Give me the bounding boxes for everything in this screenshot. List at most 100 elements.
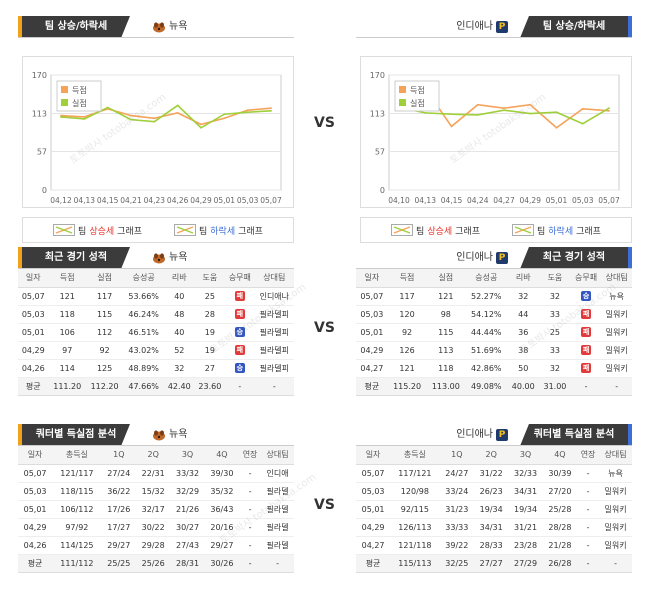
up-trend-legend-left[interactable]: 팀 상승세 그래프 <box>53 224 142 237</box>
opponent-cell: - <box>601 377 632 396</box>
up-trend-legend-right[interactable]: 팀 상승세 그래프 <box>391 224 480 237</box>
assist-cell: 28 <box>194 305 226 324</box>
q2-cell: 31/22 <box>474 464 509 483</box>
column-header: 2Q <box>474 446 509 465</box>
data-point <box>223 113 226 116</box>
opponent-cell: 필라델 <box>261 482 294 501</box>
result-cell: 패 <box>570 305 602 324</box>
score-cell: 97 <box>48 341 86 360</box>
q4-cell: 20/16 <box>204 518 240 537</box>
q1-cell: 27/24 <box>101 464 136 483</box>
q1-cell: 24/27 <box>439 464 474 483</box>
opponent-cell: 밀워키 <box>601 359 632 378</box>
data-point <box>176 111 179 114</box>
win-badge: 승 <box>234 327 245 337</box>
q1-cell: 25/25 <box>101 554 136 573</box>
column-header: 승무패 <box>225 269 255 288</box>
q3-cell: 23/28 <box>508 536 543 555</box>
down-trend-legend-left[interactable]: 팀 하락세 그래프 <box>174 224 263 237</box>
q1-cell: 39/22 <box>439 536 474 555</box>
q2-cell: 30/22 <box>136 518 171 537</box>
left-quarter-panel: 쿼터별 득실점 분석 뉴욕 일자 총득실 1Q 2Q 3Q 4Q 연장 상대팀 05,07 12… <box>18 424 294 584</box>
result-cell: 승 <box>225 359 255 378</box>
date-cell: 05,01 <box>356 500 391 519</box>
pacers-logo-icon: P <box>496 21 508 33</box>
data-point <box>130 114 132 117</box>
opponent-cell: 뉴욕 <box>601 287 632 306</box>
table-row: 05,07 117/121 24/27 31/22 32/33 30/39- 뉴욕 <box>356 464 632 483</box>
down-trend-legend-right[interactable]: 팀 하락세 그래프 <box>512 224 601 237</box>
right-quarter-table: 일자 총득실 1Q 2Q 3Q 4Q 연장 상대팀 05,07 117/121 24/27 31/2… <box>356 446 632 573</box>
data-point <box>153 120 156 123</box>
date-cell: 04,29 <box>356 341 388 360</box>
rebound-cell: 32 <box>507 287 540 306</box>
data-point <box>503 109 505 112</box>
x-tick-label: 04,15 <box>97 196 119 205</box>
date-cell: 05,07 <box>18 464 53 483</box>
rebound-cell: 50 <box>507 359 540 378</box>
q3-cell: 33/32 <box>170 464 205 483</box>
q4-cell: 30/26 <box>204 554 240 573</box>
q4-cell: 36/43 <box>204 500 240 519</box>
concede-cell: 125 <box>85 359 124 378</box>
q1-cell: 29/27 <box>101 536 136 555</box>
vs-label-3: VS <box>314 497 335 513</box>
column-header: 일자 <box>18 446 53 465</box>
date-cell: 05,07 <box>18 287 49 306</box>
score-cell: 117 <box>387 287 427 306</box>
right-trend-svg: 170 113 57 004,10 04,13 04,15 04,24 04,27 04,29 0… <box>370 71 620 205</box>
assist-cell: 32 <box>539 287 571 306</box>
q2-cell: 15/32 <box>136 482 171 501</box>
data-point <box>130 118 132 121</box>
q3-cell: 27/29 <box>508 554 543 573</box>
rebound-cell: 52 <box>164 341 195 360</box>
legend-swatch <box>399 86 406 93</box>
opponent-cell: - <box>261 554 294 573</box>
table-row: 05,03 120/98 33/24 26/23 34/31 27/20- 밀워키 <box>356 482 632 501</box>
quarter-title-right: 쿼터별 득실점 분석 <box>520 424 632 446</box>
q4-cell: 28/28 <box>542 518 578 537</box>
total-cell: 118/115 <box>52 482 102 501</box>
lose-badge: 패 <box>581 363 592 373</box>
score-cell: 121 <box>387 359 427 378</box>
data-point <box>270 109 272 112</box>
q3-cell: 21/26 <box>170 500 205 519</box>
date-cell: 04,29 <box>18 341 49 360</box>
q3-cell: 34/31 <box>508 482 543 501</box>
column-header: 1Q <box>101 446 136 465</box>
q4-cell: 26/28 <box>542 554 578 573</box>
pct-cell: 48.89% <box>123 359 164 378</box>
date-cell: 05,01 <box>18 323 49 342</box>
column-header: 총득실 <box>390 446 440 465</box>
column-header: 실점 <box>85 269 124 288</box>
q3-cell: 27/43 <box>170 536 205 555</box>
opponent-cell: 밀워키 <box>601 305 632 324</box>
q2-cell: 34/31 <box>474 518 509 537</box>
average-row: 평균 115.20 113.00 49.08% 40.00 31.00- - <box>356 377 632 396</box>
legend-swatch <box>399 99 406 106</box>
data-point <box>450 125 453 128</box>
score-cell: 92 <box>387 323 427 342</box>
opponent-cell: 밀워키 <box>599 482 632 501</box>
total-cell: 117/121 <box>390 464 440 483</box>
right-trend-legend: 팀 상승세 그래프 팀 하락세 그래프 <box>360 217 632 243</box>
date-cell: 05,07 <box>356 464 391 483</box>
average-row: 평균 111/112 25/25 25/26 28/31 30/26- - <box>18 554 294 573</box>
x-tick-label: 04,29 <box>190 196 212 205</box>
q1-cell: 36/22 <box>101 482 136 501</box>
q1-cell: 17/27 <box>101 518 136 537</box>
legend-label: 실점 <box>72 98 87 108</box>
opponent-cell: 필라델피 <box>254 305 294 324</box>
total-cell: 92/115 <box>390 500 440 519</box>
vs-label-2: VS <box>314 320 335 336</box>
y-tick-label: 0 <box>42 186 47 195</box>
result-cell: 패 <box>225 287 255 306</box>
lose-badge: 패 <box>234 309 245 319</box>
opponent-cell: 필라델 <box>261 518 294 537</box>
table-row: 04,27 121 118 42.86% 50 32 패 밀워키 <box>356 359 632 378</box>
opponent-cell: 필라델 <box>261 500 294 519</box>
table-row: 05,03 118/115 36/22 15/32 32/29 35/32- 필라델 <box>18 482 294 501</box>
x-tick-label: 04,13 <box>415 196 437 205</box>
date-cell: 05,01 <box>356 323 388 342</box>
